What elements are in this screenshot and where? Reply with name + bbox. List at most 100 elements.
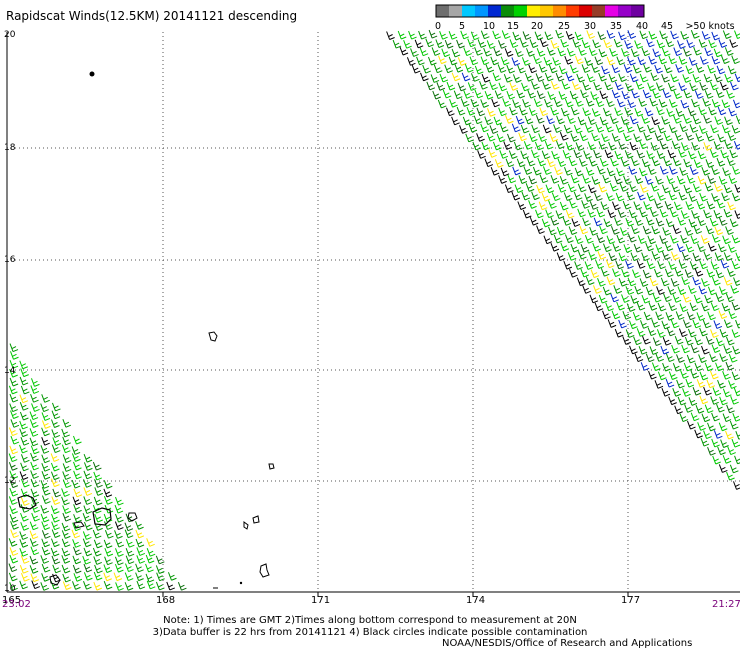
- wind-barb: [19, 580, 28, 590]
- wind-barb: [519, 39, 529, 48]
- wind-barb: [166, 581, 175, 591]
- wind-barb: [528, 175, 538, 185]
- wind-barb: [684, 336, 694, 346]
- wind-barb: [592, 242, 601, 252]
- wind-barb: [711, 234, 721, 243]
- wind-barb: [703, 209, 712, 219]
- wind-barb: [602, 107, 612, 117]
- wind-barb: [584, 261, 594, 270]
- wind-barb: [629, 183, 638, 192]
- wind-barb: [397, 30, 407, 40]
- wind-barb: [72, 539, 81, 548]
- wind-barb: [690, 412, 700, 422]
- wind-barb: [685, 65, 695, 75]
- wind-barb: [680, 210, 690, 219]
- wind-barb: [104, 529, 114, 539]
- wind-barb: [674, 405, 683, 415]
- wind-barb: [559, 176, 569, 185]
- wind-barb: [514, 48, 524, 57]
- legend-label: 40: [636, 21, 648, 32]
- wind-barb: [9, 377, 19, 387]
- wind-barb: [61, 522, 71, 532]
- wind-barb: [728, 107, 737, 117]
- wind-barb: [633, 201, 643, 210]
- wind-barb: [580, 243, 590, 253]
- wind-barb: [30, 488, 40, 498]
- wind-barb: [636, 123, 646, 133]
- wind-barb: [41, 471, 51, 480]
- wind-barb: [707, 446, 716, 456]
- wind-barb: [616, 301, 625, 311]
- wind-barb: [546, 158, 556, 168]
- wind-barb: [533, 55, 542, 65]
- wind-barb: [61, 555, 71, 564]
- wind-barb: [692, 319, 702, 329]
- wind-barb: [31, 403, 40, 412]
- wind-barb: [504, 48, 514, 57]
- wind-barb: [433, 64, 443, 74]
- wind-barb: [644, 176, 654, 185]
- wind-barb: [62, 463, 72, 472]
- wind-barb: [595, 260, 604, 269]
- wind-barb: [681, 344, 690, 354]
- wind-barb: [41, 412, 51, 421]
- wind-barb: [699, 371, 709, 381]
- wind-barb: [607, 319, 617, 328]
- wind-barb: [51, 529, 61, 538]
- wind-barb: [684, 269, 694, 278]
- wind-barb: [9, 368, 18, 378]
- wind-barb: [701, 166, 711, 176]
- legend-label: 15: [507, 21, 519, 32]
- wind-barb: [83, 547, 93, 557]
- wind-barb: [734, 30, 740, 39]
- wind-barb: [536, 48, 546, 57]
- wind-barb: [704, 47, 713, 57]
- wind-barb: [574, 235, 584, 245]
- wind-barb: [690, 344, 700, 354]
- wind-barb: [555, 72, 565, 82]
- wind-barb: [83, 487, 93, 496]
- wind-barb: [614, 107, 623, 117]
- wind-barb: [699, 395, 709, 405]
- wind-barb: [699, 260, 709, 270]
- wind-barb: [600, 201, 610, 211]
- wind-barb: [645, 286, 655, 296]
- wind-barb: [411, 64, 421, 74]
- wind-barb: [511, 191, 521, 201]
- wind-barb: [574, 55, 584, 65]
- wind-barb: [588, 251, 597, 260]
- legend-swatch: [436, 5, 449, 17]
- wind-barb: [728, 353, 738, 363]
- wind-barb: [699, 56, 709, 65]
- wind-barb: [534, 31, 544, 41]
- wind-barb: [578, 158, 588, 167]
- wind-barb: [549, 133, 559, 142]
- wind-barb: [643, 311, 653, 321]
- wind-barb: [623, 132, 632, 142]
- wind-barb: [595, 124, 605, 133]
- wind-barb: [702, 97, 711, 107]
- wind-barb: [31, 378, 40, 387]
- wind-barb: [647, 235, 657, 245]
- wind-barb: [460, 30, 469, 40]
- legend-swatch: [605, 5, 618, 17]
- wind-barb: [651, 319, 660, 328]
- wind-barb: [731, 55, 740, 64]
- wind-barb: [83, 581, 92, 590]
- wind-barb: [594, 192, 603, 202]
- wind-barb: [463, 90, 472, 99]
- wind-barb: [721, 192, 730, 202]
- wind-barb: [9, 514, 19, 523]
- wind-barb: [634, 217, 644, 226]
- wind-barb: [516, 158, 526, 168]
- wind-barb: [611, 64, 621, 74]
- wind-barb: [721, 124, 731, 134]
- wind-barb: [602, 286, 612, 296]
- wind-barb: [29, 419, 39, 428]
- wind-barb: [584, 124, 594, 133]
- wind-barb: [693, 46, 702, 56]
- wind-barb: [8, 563, 18, 573]
- wind-barb: [573, 124, 583, 134]
- wind-barb: [723, 208, 733, 218]
- wind-barb: [511, 123, 521, 133]
